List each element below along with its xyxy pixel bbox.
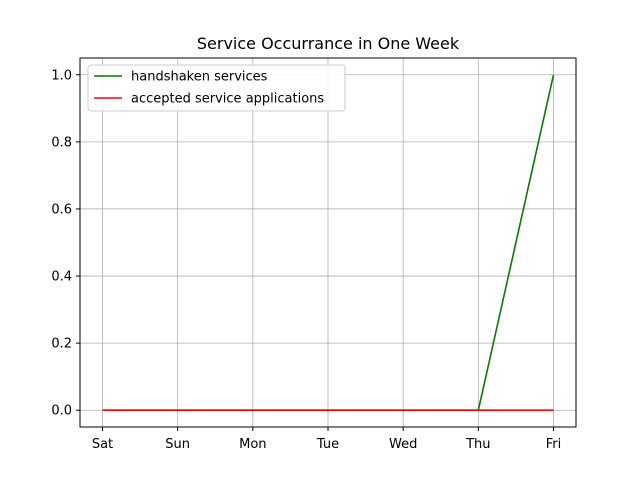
x-tick-label: Thu	[465, 437, 490, 452]
x-tick-label: Tue	[316, 437, 339, 452]
legend-label: accepted service applications	[131, 92, 324, 107]
legend-label: handshaken services	[131, 70, 268, 85]
x-axis: Sat Sun Mon Tue Wed Thu Fri	[92, 427, 561, 452]
x-tick-label: Mon	[239, 437, 266, 452]
y-tick-label: 1.0	[51, 68, 72, 83]
legend-box	[87, 64, 346, 112]
y-tick-label: 0.4	[51, 270, 72, 285]
y-axis: 0.0 0.2 0.4 0.6 0.8 1.0	[51, 68, 80, 419]
y-tick-label: 0.0	[51, 404, 72, 419]
y-tick-label: 0.6	[51, 202, 72, 217]
y-tick-label: 0.2	[51, 337, 72, 352]
chart-title: Service Occurrance in One Week	[197, 34, 460, 53]
y-tick-label: 0.8	[51, 135, 72, 150]
grid	[80, 58, 576, 427]
legend: handshaken services accepted service appl…	[87, 64, 346, 112]
series-layer	[102, 74, 555, 412]
x-tick-label: Wed	[389, 437, 417, 452]
x-tick-label: Fri	[546, 437, 562, 452]
x-tick-label: Sun	[165, 437, 190, 452]
x-tick-label: Sat	[92, 437, 113, 452]
